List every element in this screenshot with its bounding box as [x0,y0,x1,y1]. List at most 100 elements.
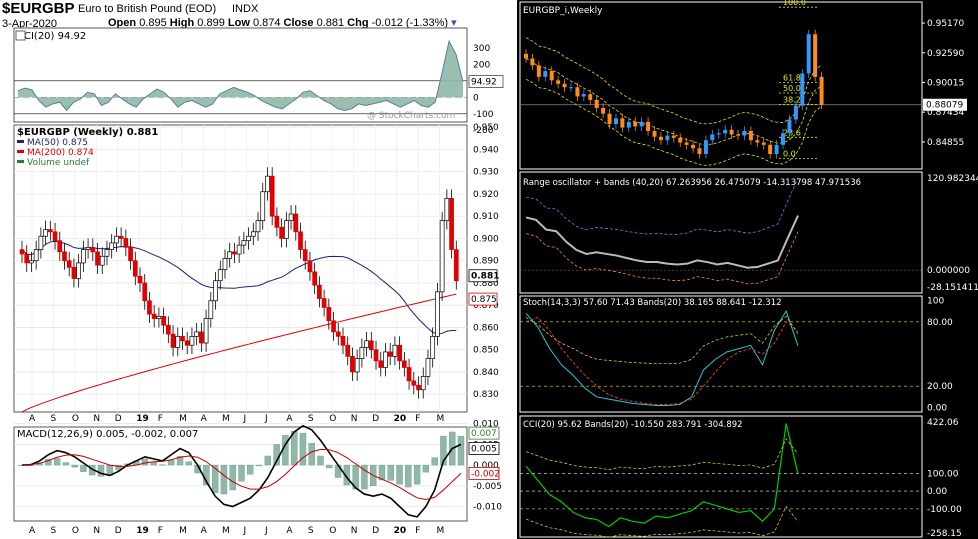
macd-line [21,424,462,518]
candle-body [340,336,346,346]
macd-histogram-bar [413,464,421,485]
mt-cci-panel [519,415,923,538]
candle-body [246,235,251,242]
price-tick-label: 0.930 [473,168,499,178]
mt-candle-body [684,142,689,145]
candle-body [392,344,398,357]
close-label: Close [283,17,314,29]
candle-body [114,235,119,244]
candle-body [95,251,100,266]
watermark: @ StockCharts.com [367,111,455,121]
candle-body [165,324,171,335]
macd-month-label: A [286,526,293,536]
candle-body [449,198,454,250]
mt-price-tick-label: 0.84855 [927,138,964,148]
candle-body [156,315,162,319]
candle-body [416,384,421,391]
mt-candle-body [781,133,786,145]
mt-candle-body [768,144,773,155]
candle-body [90,247,96,253]
candle-body [109,242,115,250]
candle-body [250,231,256,237]
mt-cci-tick-label: 422.06 [927,418,959,428]
macd-histogram-bar [361,464,368,490]
mt-candle-body [536,65,541,77]
price-tick-label: 0.860 [473,323,499,333]
mt-candle-body [530,58,535,66]
candle-body [161,315,166,326]
mt-candle-body [665,135,670,141]
cci-tick-label: 300 [473,44,490,54]
macd-histogram-bar [97,464,105,477]
chevron-down-icon[interactable]: ▾ [451,17,457,29]
mt-range-band-upper [525,177,799,235]
candle-body [411,380,417,386]
macd-histogram-bar [308,442,315,466]
price-tick-label: 0.940 [473,145,499,155]
macd-histogram-bar [396,464,403,485]
price-month-label: M [179,414,187,424]
mt-candle-body [723,129,728,134]
mt-stoch-tick-label: 100 [927,296,944,306]
macd-histogram-bar [255,464,263,467]
mt-candle-body [736,134,741,136]
macd-histogram-bar [141,458,149,466]
mt-band-mid [525,58,822,146]
candle-body [189,336,195,346]
price-tick-label: 0.900 [473,234,499,244]
mt-candle-body [819,76,824,105]
candle-body [199,331,204,344]
macd-histogram-bar [71,464,78,468]
candle-body [317,284,322,299]
mt-candle-body [543,71,548,77]
macd-value-tag-label: 0.005 [471,444,497,454]
mt-cci-band-upper [525,438,799,471]
mt-candle-body [658,136,663,141]
macd-histogram-bar [168,459,175,466]
macd-histogram-bar [62,462,70,466]
candle-body [203,318,209,344]
macd-histogram-bar [150,461,157,466]
candle-body [260,191,266,222]
candle-body [81,249,86,264]
candle-body [232,251,237,255]
mt-candle-body [793,105,798,120]
candle-body [335,331,341,337]
candle-body [62,251,67,262]
macd-signal-line [21,448,462,500]
candle-body [350,356,355,373]
candle-body [137,275,143,284]
mt-candle-body [524,53,528,59]
macd-histogram-bar [229,464,236,491]
mt-range-line [525,215,799,269]
mt-candle-body [581,94,586,97]
candle-body [439,220,445,293]
candle-body [274,215,280,228]
candle-body [435,291,440,337]
price-tag [468,292,498,306]
price-month-label: M [437,414,445,424]
symbol: $EURGBP [2,0,75,17]
legend-label: MA(200) 0.874 [27,148,94,158]
mt-candle-body [620,118,625,128]
mt-cci-tick-label: 0.00 [927,487,947,497]
macd-histogram-bar [422,464,430,473]
chart-date: 3-Apr-2020 [2,18,58,30]
macd-tick-label: 0.000 [473,461,499,471]
candle-body [118,235,124,239]
mt-range-band-lower [525,231,799,285]
price-tick-label: 0.910 [473,212,499,222]
macd-histogram-bar [185,461,193,466]
macd-month-label: O [72,526,79,536]
macd-tick-label: -0.005 [473,482,502,492]
macd-month-label: A [201,526,208,536]
candle-body [43,229,48,237]
candle-body [383,351,388,368]
candle-body [368,340,374,351]
macd-histogram-bar [457,435,465,466]
macd-histogram-bar [211,464,219,494]
low-label: Low [227,17,250,29]
candle-body [444,198,450,222]
mt-candle-body [549,71,554,81]
macd-histogram-bar [378,464,386,481]
